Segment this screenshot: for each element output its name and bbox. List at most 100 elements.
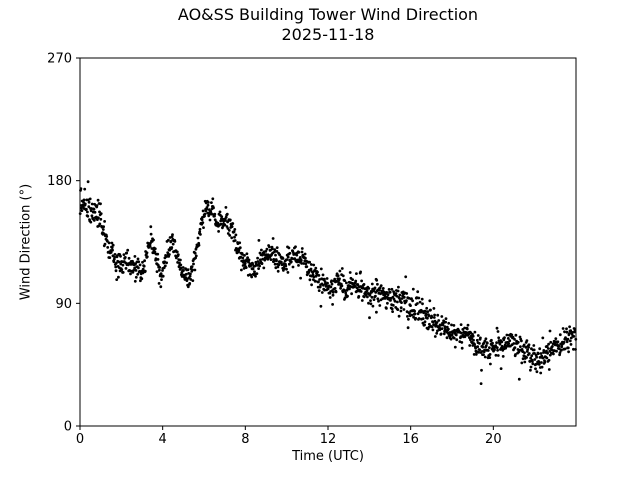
scatter-point <box>430 325 434 329</box>
scatter-point <box>506 337 510 340</box>
scatter-point <box>188 274 192 278</box>
scatter-point <box>473 343 476 346</box>
scatter-point <box>532 344 536 347</box>
scatter-point <box>378 286 382 290</box>
scatter-point <box>133 279 137 283</box>
scatter-point <box>402 308 406 311</box>
scatter-point <box>567 350 570 354</box>
scatter-point <box>256 256 259 260</box>
scatter-point <box>275 259 278 263</box>
scatter-point <box>480 368 483 372</box>
scatter-point <box>123 256 127 259</box>
scatter-point <box>82 198 86 202</box>
scatter-point <box>153 250 157 254</box>
scatter-point <box>161 269 164 272</box>
scatter-point <box>431 328 435 332</box>
scatter-point <box>571 331 574 334</box>
scatter-point <box>108 256 112 259</box>
scatter-point <box>449 337 453 341</box>
scatter-point <box>223 223 227 227</box>
scatter-point <box>410 313 414 317</box>
scatter-point <box>407 296 411 300</box>
scatter-point <box>320 291 324 294</box>
scatter-point <box>163 264 167 268</box>
scatter-point <box>107 241 111 245</box>
scatter-point <box>442 332 446 336</box>
scatter-point <box>98 210 101 214</box>
scatter-point <box>317 289 321 292</box>
scatter-point <box>299 259 303 262</box>
scatter-point <box>299 276 302 280</box>
scatter-point <box>308 260 311 264</box>
scatter-point <box>409 304 412 307</box>
scatter-point <box>560 348 563 352</box>
scatter-point <box>548 329 552 333</box>
scatter-point <box>103 242 107 246</box>
scatter-point <box>184 272 188 276</box>
scatter-point <box>493 348 496 352</box>
scatter-point <box>478 342 481 345</box>
scatter-point <box>569 343 573 346</box>
scatter-point <box>243 262 247 265</box>
scatter-point <box>444 320 447 324</box>
scatter-point <box>196 236 200 240</box>
scatter-point <box>354 279 358 283</box>
scatter-point <box>432 307 436 310</box>
scatter-point <box>547 368 551 371</box>
scatter-point <box>385 291 389 294</box>
scatter-point <box>408 312 411 315</box>
scatter-point <box>86 180 90 184</box>
scatter-point <box>428 299 432 303</box>
scatter-point <box>275 246 279 250</box>
x-tick-label: 16 <box>402 432 419 447</box>
scatter-point <box>360 299 364 302</box>
scatter-point <box>286 255 290 259</box>
scatter-point <box>330 279 333 283</box>
scatter-point <box>435 321 439 324</box>
scatter-point <box>159 272 163 275</box>
scatter-point <box>275 250 279 253</box>
scatter-point <box>471 334 475 338</box>
scatter-point <box>529 356 533 360</box>
scatter-point <box>113 253 117 256</box>
scatter-point <box>111 248 114 252</box>
scatter-point <box>563 347 567 351</box>
scatter-point <box>421 321 425 325</box>
scatter-point <box>385 307 388 310</box>
scatter-point <box>558 351 562 354</box>
scatter-point <box>113 255 116 259</box>
scatter-point <box>110 241 114 245</box>
scatter-point <box>278 253 281 257</box>
scatter-point <box>433 335 437 338</box>
scatter-point <box>169 239 173 243</box>
scatter-point <box>98 222 102 226</box>
scatter-point <box>241 256 245 260</box>
scatter-point <box>472 353 476 356</box>
y-tick-label: 0 <box>64 420 72 435</box>
scatter-point <box>481 345 485 349</box>
scatter-point <box>219 222 223 226</box>
scatter-point <box>500 340 504 344</box>
scatter-point <box>343 279 347 282</box>
chart-title-line2: 2025-11-18 <box>281 25 375 44</box>
scatter-point <box>545 344 549 348</box>
scatter-point <box>336 274 340 278</box>
scatter-point <box>344 291 348 295</box>
scatter-point <box>341 274 345 278</box>
scatter-point <box>212 206 215 210</box>
scatter-point <box>137 266 140 270</box>
scatter-point <box>404 275 408 279</box>
scatter-point <box>489 362 492 366</box>
scatter-point <box>110 246 114 250</box>
scatter-point <box>141 260 144 264</box>
scatter-point <box>362 295 366 299</box>
scatter-point <box>491 341 494 345</box>
scatter-point <box>494 353 498 357</box>
scatter-point <box>256 260 260 263</box>
scatter-point <box>300 250 304 254</box>
scatter-point <box>540 365 544 369</box>
scatter-point <box>202 226 205 230</box>
scatter-point <box>486 349 490 352</box>
scatter-point <box>370 282 374 286</box>
scatter-point <box>483 355 487 359</box>
